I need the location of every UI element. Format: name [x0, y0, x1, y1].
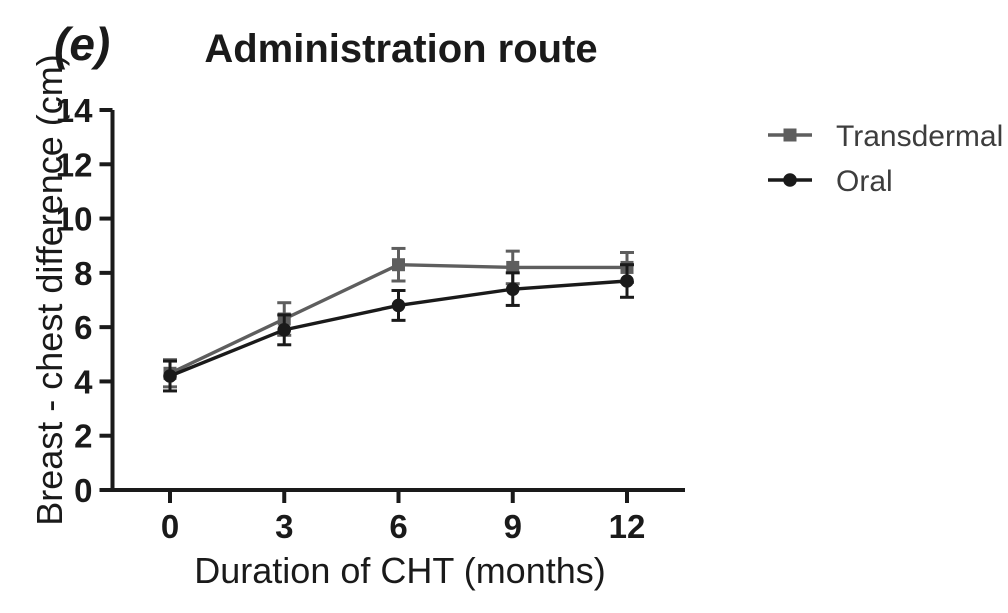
y-tick-label: 2 — [74, 418, 92, 455]
chart-title: Administration route — [204, 27, 597, 71]
y-tick-label: 12 — [56, 146, 93, 183]
data-point-square — [392, 258, 405, 272]
plot-area: 0 2 4 6 8 10 12 14 0 3 6 9 12 — [56, 92, 812, 545]
panel-label: (e) — [54, 18, 110, 70]
legend-label-transdermal: Transdermal — [836, 120, 1003, 153]
x-tick-label: 12 — [609, 508, 646, 545]
data-point-circle — [620, 274, 634, 288]
legend-label-oral: Oral — [836, 165, 893, 198]
x-tick-label: 3 — [275, 508, 293, 545]
x-tick-label: 6 — [389, 508, 407, 545]
x-tick-label: 9 — [504, 508, 522, 545]
x-axis-title: Duration of CHT (months) — [194, 550, 605, 591]
y-axis-title: Breast - chest difference (cm) — [29, 54, 70, 526]
x-tick-label: 0 — [161, 508, 179, 545]
y-tick-label: 8 — [74, 255, 92, 292]
y-tick-label: 4 — [74, 363, 93, 400]
legend-marker-square — [783, 128, 797, 142]
data-point-circle — [277, 323, 292, 337]
data-point-circle — [163, 369, 177, 383]
data-point-circle — [391, 298, 406, 313]
y-tick-label: 6 — [74, 309, 92, 346]
legend-marker-circle — [783, 173, 797, 187]
y-tick-label: 10 — [56, 201, 93, 238]
data-point-square — [506, 260, 520, 274]
y-tick-label: 14 — [56, 92, 93, 129]
data-point-circle — [505, 282, 520, 296]
y-tick-label: 0 — [74, 472, 92, 509]
